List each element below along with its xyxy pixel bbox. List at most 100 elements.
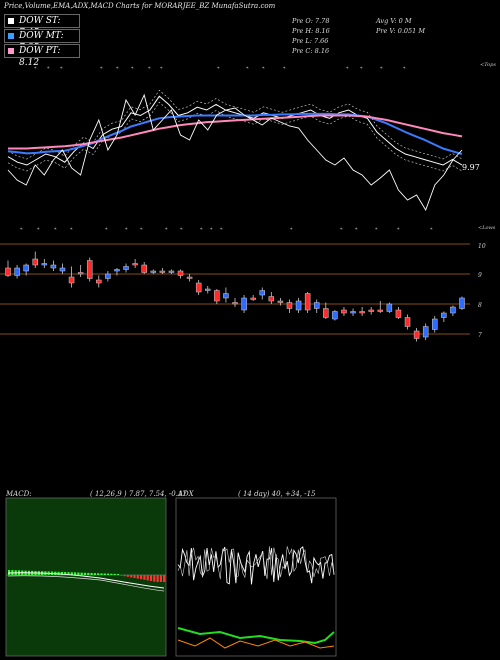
last-price-label: 9.97 (462, 163, 480, 172)
low-marker-10: * (210, 227, 213, 233)
ema-line-2 (8, 114, 463, 150)
low-marker-15: * (375, 227, 378, 233)
tops-label: <Tops (480, 62, 496, 68)
candle-body (295, 300, 302, 311)
macd-hist-bar (93, 573, 96, 575)
macd-hist-bar (60, 571, 63, 575)
macd-hist-bar (116, 573, 120, 575)
indicator-layer (5, 497, 337, 657)
legend-label-pt: DOW PT: 8.12 (19, 46, 61, 68)
candle-body (259, 290, 265, 296)
candle-body (195, 282, 202, 293)
low-marker-7: * (165, 227, 168, 233)
price-axis-10: 10 (478, 243, 486, 250)
top-marker-1: * (47, 66, 50, 72)
candle-body (441, 312, 447, 318)
low-marker-12: * (290, 227, 293, 233)
low-marker-5: * (125, 227, 128, 233)
top-marker-11: * (283, 66, 286, 72)
price-layer (0, 243, 470, 342)
candle-body (168, 270, 175, 273)
top-marker-3: * (100, 66, 103, 72)
candle-body (186, 276, 193, 279)
macd-params: ( 12,26,9 ) 7.87, 7.54, -0.17 (90, 490, 187, 498)
candle-body (205, 288, 211, 291)
top-marker-7: * (160, 66, 163, 72)
top-marker-0: * (34, 66, 37, 72)
plus-di-line (177, 627, 335, 645)
adx-params: ( 14 day) 40, +34, -15 (238, 490, 316, 498)
candle-body (277, 300, 284, 303)
top-marker-14: * (380, 66, 383, 72)
macd-hist-bar (146, 575, 149, 581)
candle-body (77, 272, 84, 275)
pre-high: Pre H: 8.16 (292, 27, 330, 35)
macd-hist-bar (74, 572, 77, 575)
candle-body (350, 311, 356, 314)
macd-hist-bar (100, 573, 103, 575)
low-marker-17: * (430, 227, 433, 233)
legend-swatch-white (8, 18, 14, 24)
candle-body (159, 270, 166, 273)
top-marker-10: * (262, 66, 265, 72)
macd-hist-bar (110, 573, 113, 575)
candle-body (132, 263, 138, 266)
top-marker-6: * (148, 66, 151, 72)
candle-body (368, 309, 374, 312)
candle-body (50, 264, 57, 269)
price-axis-9: 9 (478, 272, 482, 279)
avg-volume: Avg V: 0 M (376, 17, 412, 25)
candle-body (105, 273, 111, 279)
macd-hist-bar (156, 575, 159, 582)
macd-hist-bar (77, 572, 80, 575)
top-marker-13: * (360, 66, 363, 72)
macd-hist-bar (70, 572, 73, 575)
macd-hist-bar (149, 575, 153, 581)
candle-body (386, 303, 393, 312)
price-axis-7: 7 (478, 332, 482, 339)
candle-body (59, 267, 66, 272)
macd-hist-bar (123, 575, 126, 577)
low-marker-1: * (37, 227, 40, 233)
candle-body (359, 311, 365, 314)
macd-hist-bar (107, 573, 110, 575)
macd-hist-bar (83, 572, 87, 575)
top-marker-9: * (246, 66, 249, 72)
candle-body (177, 270, 184, 276)
candle-body (332, 311, 338, 320)
low-marker-16: * (397, 227, 400, 233)
close-line (7, 93, 463, 212)
candle-body (14, 267, 20, 276)
volume-readout: Avg V: 0 M Pre V: 0.051 M (376, 16, 425, 36)
macd-panel (5, 497, 167, 657)
adx-line-shadow (177, 546, 335, 580)
macd-hist-bar (90, 573, 93, 575)
macd-title: MACD: (6, 490, 32, 498)
candle-body (96, 279, 102, 284)
macd-hist-bar (143, 575, 146, 580)
candle-body (313, 302, 320, 309)
minus-di-line (177, 637, 335, 649)
candle-body (5, 267, 11, 276)
macd-hist-bar (64, 572, 67, 575)
macd-hist-bar (126, 575, 129, 577)
low-marker-9: * (200, 227, 203, 233)
macd-hist-bar (87, 572, 90, 575)
macd-hist-bar (67, 572, 70, 575)
low-marker-11: * (220, 227, 223, 233)
macd-hist-bar (113, 573, 116, 575)
candle-body (241, 297, 247, 311)
pre-low: Pre L: 7.66 (292, 37, 329, 45)
candle-body (459, 297, 465, 309)
macd-hist-bar (163, 575, 166, 582)
macd-hist-bar (103, 573, 106, 575)
top-marker-8: * (217, 66, 220, 72)
macd-hist-bar (140, 575, 143, 580)
low-marker-0: * (20, 227, 23, 233)
top-marker-4: * (116, 66, 119, 72)
candle-body (150, 270, 157, 273)
candle-body (404, 317, 411, 327)
macd-signal-line (7, 575, 165, 592)
candle-body (123, 266, 129, 270)
